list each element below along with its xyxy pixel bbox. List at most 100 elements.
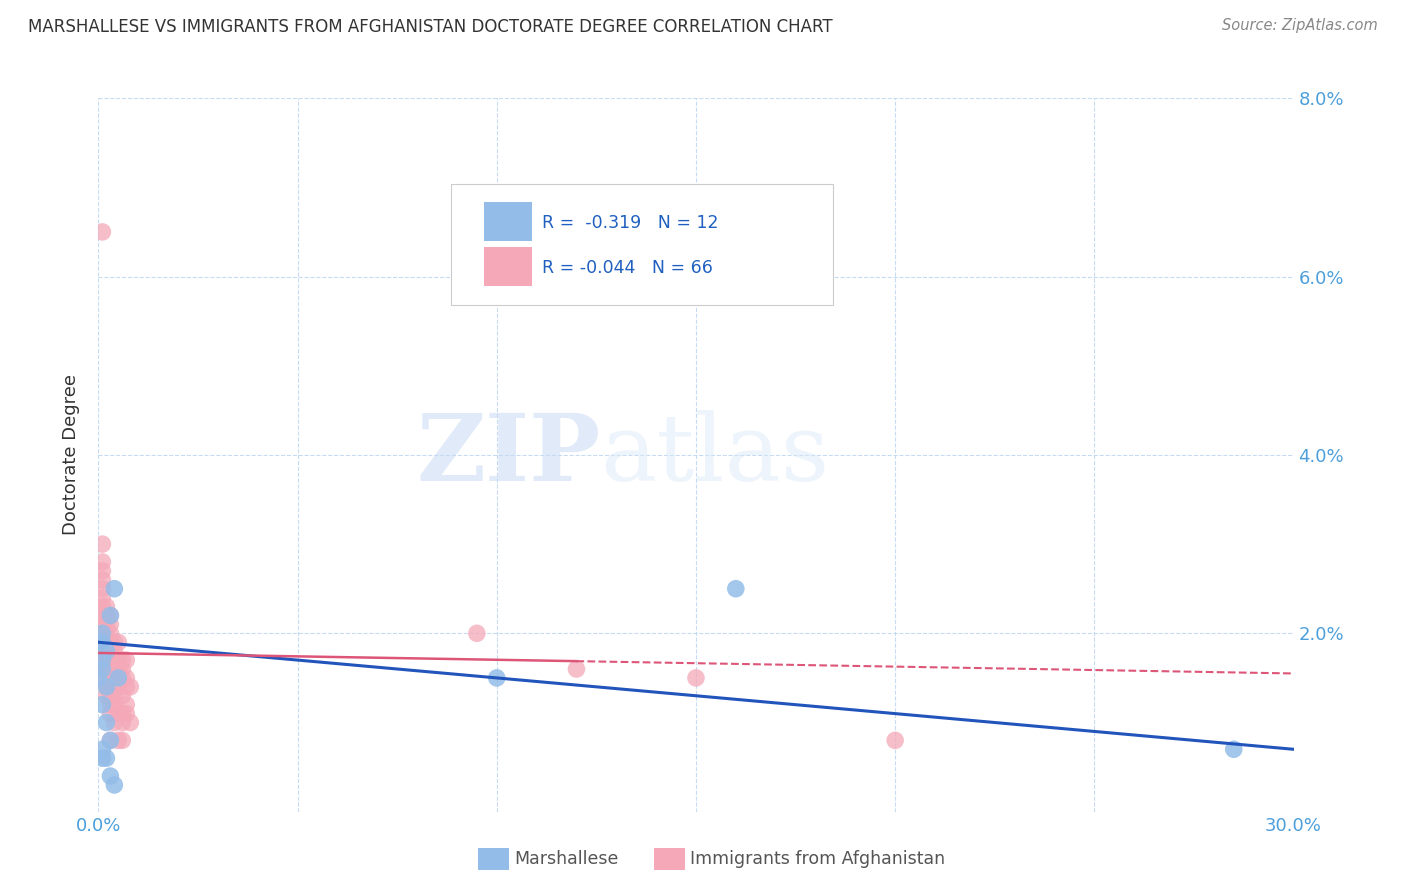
Point xyxy=(485,671,508,685)
Point xyxy=(96,671,118,685)
Point xyxy=(87,635,110,649)
Point xyxy=(91,564,114,578)
Point xyxy=(91,582,114,596)
Point xyxy=(107,662,129,676)
Point xyxy=(724,582,747,596)
Point xyxy=(96,644,118,658)
Point xyxy=(100,626,122,640)
Point xyxy=(96,626,118,640)
Point xyxy=(107,671,129,685)
Bar xyxy=(485,202,533,241)
Point xyxy=(91,635,114,649)
Text: Marshallese: Marshallese xyxy=(515,850,619,868)
Point xyxy=(91,225,114,239)
Point xyxy=(96,608,118,623)
Point xyxy=(91,626,114,640)
Point xyxy=(107,680,129,694)
Point xyxy=(96,689,118,703)
Point xyxy=(100,733,122,747)
Point xyxy=(100,671,122,685)
Point xyxy=(96,644,118,658)
Point xyxy=(91,653,114,667)
Point xyxy=(96,680,118,694)
Point xyxy=(115,653,138,667)
Point xyxy=(91,608,114,623)
Point xyxy=(103,635,125,649)
Bar xyxy=(485,246,533,285)
Point xyxy=(111,715,134,730)
Point xyxy=(115,706,138,721)
Y-axis label: Doctorate Degree: Doctorate Degree xyxy=(62,375,80,535)
Point xyxy=(100,662,122,676)
Point xyxy=(91,653,114,667)
Point xyxy=(91,617,114,632)
Point xyxy=(115,680,138,694)
Point xyxy=(100,769,122,783)
Point xyxy=(111,706,134,721)
Point xyxy=(91,644,114,658)
Point xyxy=(100,608,122,623)
Point xyxy=(103,715,125,730)
FancyBboxPatch shape xyxy=(451,184,834,305)
Point xyxy=(96,751,118,765)
Point xyxy=(107,653,129,667)
Point xyxy=(111,671,134,685)
Point xyxy=(1222,742,1246,756)
Point xyxy=(96,635,118,649)
Text: ZIP: ZIP xyxy=(416,410,600,500)
Point xyxy=(96,617,118,632)
Point xyxy=(96,653,118,667)
Point xyxy=(96,599,118,614)
Point xyxy=(465,626,488,640)
Point xyxy=(111,653,134,667)
Point xyxy=(91,698,114,712)
Point xyxy=(96,680,118,694)
Point xyxy=(96,662,118,676)
Point xyxy=(107,706,129,721)
Text: MARSHALLESE VS IMMIGRANTS FROM AFGHANISTAN DOCTORATE DEGREE CORRELATION CHART: MARSHALLESE VS IMMIGRANTS FROM AFGHANIST… xyxy=(28,18,832,36)
Point xyxy=(103,582,125,596)
Point xyxy=(107,733,129,747)
Point xyxy=(91,742,114,756)
Point xyxy=(91,751,114,765)
Text: atlas: atlas xyxy=(600,410,830,500)
Point xyxy=(91,662,114,676)
Point xyxy=(91,662,114,676)
Point xyxy=(565,662,588,676)
Point xyxy=(91,591,114,605)
Point xyxy=(100,635,122,649)
Point xyxy=(103,698,125,712)
Point xyxy=(111,733,134,747)
Point xyxy=(100,733,122,747)
Point xyxy=(120,715,142,730)
Text: R = -0.044   N = 66: R = -0.044 N = 66 xyxy=(541,259,713,277)
Point xyxy=(100,680,122,694)
Point xyxy=(100,706,122,721)
Point xyxy=(103,689,125,703)
Point xyxy=(91,599,114,614)
Point xyxy=(91,626,114,640)
Point xyxy=(115,698,138,712)
Point xyxy=(100,608,122,623)
Point xyxy=(100,689,122,703)
Point xyxy=(103,644,125,658)
Point xyxy=(107,635,129,649)
Text: R =  -0.319   N = 12: R = -0.319 N = 12 xyxy=(541,214,718,232)
Point xyxy=(91,537,114,551)
Point xyxy=(111,689,134,703)
Point xyxy=(115,671,138,685)
Point xyxy=(685,671,707,685)
Point xyxy=(120,680,142,694)
Point xyxy=(96,715,118,730)
Point xyxy=(100,644,122,658)
Point xyxy=(91,573,114,587)
Point xyxy=(87,671,110,685)
Point xyxy=(884,733,907,747)
Point xyxy=(111,662,134,676)
Text: Source: ZipAtlas.com: Source: ZipAtlas.com xyxy=(1222,18,1378,33)
Point xyxy=(100,617,122,632)
Text: Immigrants from Afghanistan: Immigrants from Afghanistan xyxy=(690,850,945,868)
Point xyxy=(91,555,114,569)
Point xyxy=(103,778,125,792)
Point xyxy=(100,698,122,712)
